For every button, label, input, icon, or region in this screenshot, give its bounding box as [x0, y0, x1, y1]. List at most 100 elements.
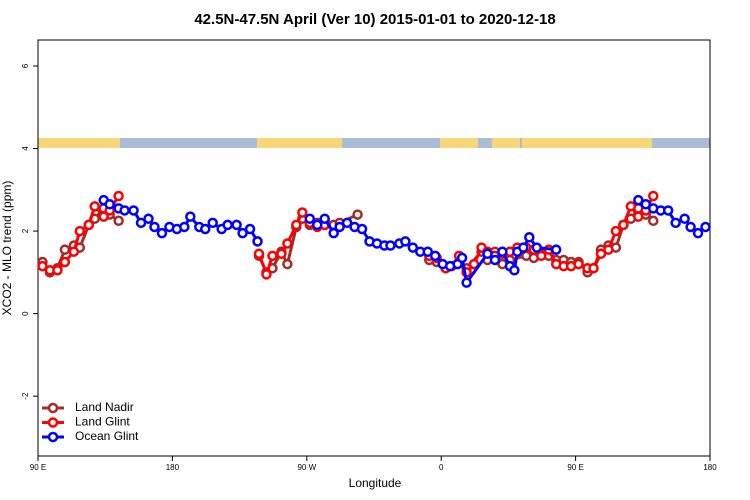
data-point: [610, 225, 622, 237]
data-point: [59, 244, 71, 255]
land-strip: [38, 138, 120, 148]
data-point: [113, 190, 124, 202]
plot-frame: [37, 39, 711, 457]
data-point: [104, 199, 115, 210]
legend-marker: [47, 402, 59, 414]
x-tick-label: 90 E: [567, 463, 583, 472]
data-point: [83, 219, 95, 231]
data-point: [422, 246, 434, 257]
chart-title: 42.5N-47.5N April (Ver 10) 2015-01-01 to…: [194, 11, 555, 28]
data-point: [334, 221, 345, 233]
data-point: [231, 219, 242, 231]
data-point: [633, 211, 644, 222]
data-point: [237, 227, 248, 239]
land-strip: [492, 138, 520, 148]
data-point: [518, 242, 529, 253]
data-point: [149, 221, 160, 233]
data-point: [356, 223, 368, 235]
data-point: [267, 250, 278, 262]
data-point: [400, 236, 411, 247]
data-point: [595, 248, 607, 260]
data-point: [509, 265, 520, 276]
x-tick-label: 90 W: [297, 463, 316, 472]
data-point: [497, 246, 508, 257]
data-point: [670, 217, 681, 229]
x-tick-label: 180: [703, 463, 717, 472]
y-tick-label: 0: [21, 311, 30, 316]
data-point: [59, 256, 71, 268]
data-point: [253, 248, 265, 260]
data-point: [74, 225, 86, 237]
data-point: [261, 269, 272, 280]
land-ocean-strip: [38, 138, 710, 148]
data-point: [37, 260, 48, 272]
data-point: [461, 277, 472, 288]
data-point: [603, 244, 614, 255]
data-point: [407, 242, 419, 253]
legend-label: Land Glint: [75, 415, 130, 429]
data-point: [207, 217, 218, 229]
data-point: [588, 262, 599, 274]
data-point: [98, 211, 109, 222]
data-point: [352, 209, 363, 220]
data-point: [304, 213, 316, 224]
data-point: [179, 221, 190, 233]
data-point: [52, 265, 63, 276]
data-point: [328, 227, 339, 239]
data-point: [468, 258, 480, 270]
data-point: [550, 244, 562, 255]
data-point: [200, 223, 211, 235]
data-point: [291, 219, 302, 231]
data-point: [276, 248, 287, 260]
data-point: [282, 238, 293, 249]
data-point: [489, 254, 501, 266]
y-tick-label: 2: [21, 228, 30, 233]
data-point: [385, 240, 396, 251]
data-point: [648, 190, 659, 202]
data-point: [573, 258, 584, 270]
x-tick-label: 0: [439, 463, 444, 472]
land-strip: [522, 138, 652, 148]
data-point: [640, 199, 652, 210]
data-point: [618, 219, 629, 231]
data-point: [692, 227, 704, 239]
legend-label: Land Nadir: [75, 400, 134, 414]
data-point: [156, 227, 168, 239]
data-point: [662, 205, 674, 216]
data-point: [68, 246, 80, 257]
data-point: [456, 252, 468, 264]
data-point: [252, 236, 263, 247]
data-point: [222, 219, 233, 231]
data-point: [119, 205, 130, 216]
data-point: [89, 201, 100, 212]
data-point: [319, 213, 330, 224]
data-point: [341, 217, 353, 229]
y-tick-label: -2: [21, 392, 30, 400]
data-point: [679, 213, 690, 224]
land-strip: [440, 138, 478, 148]
data-point: [531, 242, 543, 253]
x-tick-label: 180: [166, 463, 180, 472]
data-point: [648, 215, 659, 227]
data-point: [536, 250, 547, 262]
x-axis-label: Longitude: [349, 476, 402, 490]
data-point: [185, 211, 196, 222]
ocean-strip: [38, 138, 710, 148]
data-point: [128, 205, 139, 216]
data-point: [113, 215, 124, 227]
data-point: [244, 223, 256, 235]
legend-marker: [47, 431, 59, 443]
data-point: [685, 221, 696, 233]
data-point: [297, 207, 308, 218]
data-point: [524, 232, 535, 243]
legend-label: Ocean Glint: [75, 429, 139, 443]
y-tick-label: 6: [21, 63, 30, 68]
data-point: [135, 217, 147, 229]
data-point: [312, 219, 323, 231]
data-point: [429, 250, 441, 262]
y-tick-label: 4: [21, 146, 30, 151]
data-point: [700, 221, 711, 233]
x-tick-label: 90 E: [30, 463, 46, 472]
